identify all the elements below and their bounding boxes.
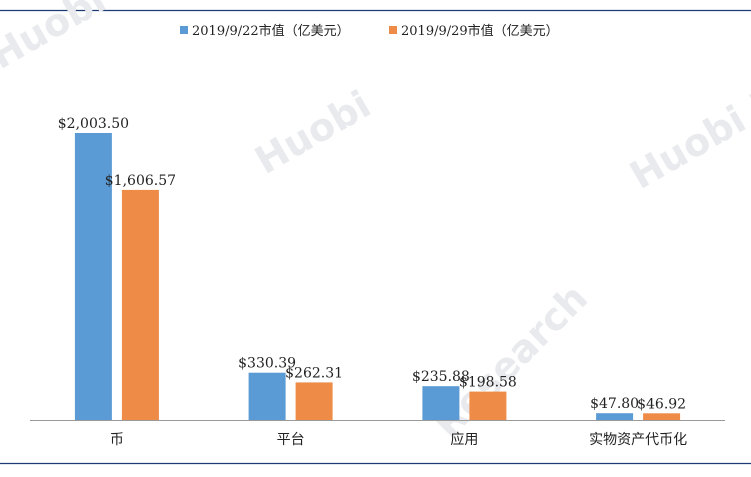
bars-layer bbox=[74, 133, 681, 420]
category-label-2: 平台 bbox=[277, 432, 305, 448]
bar-series-2-cat-4 bbox=[643, 413, 681, 420]
bar-series-1-cat-3 bbox=[422, 386, 460, 420]
data-label-series-2-cat-3: $198.58 bbox=[459, 375, 517, 391]
bar-series-1-cat-4 bbox=[596, 413, 634, 420]
bar-series-2-cat-1 bbox=[121, 189, 159, 420]
bar-series-1-cat-1 bbox=[74, 133, 112, 420]
bar-series-1-cat-2 bbox=[248, 372, 286, 420]
watermark-text-2: Huobi bbox=[248, 82, 378, 183]
legend: 2019/9/22市值（亿美元） 2019/9/29市值（亿美元） bbox=[180, 23, 559, 39]
data-label-series-2-cat-4: $46.92 bbox=[637, 396, 686, 412]
watermark-text-4: Huobi Research bbox=[623, 0, 751, 198]
bar-series-2-cat-3 bbox=[469, 391, 507, 420]
legend-label-series-1: 2019/9/22市值（亿美元） bbox=[192, 23, 350, 39]
data-label-series-1-cat-2: $330.39 bbox=[238, 356, 296, 372]
data-label-series-2-cat-1: $1,606.57 bbox=[105, 173, 176, 189]
category-label-4: 实物资产代币化 bbox=[589, 432, 687, 448]
bar-series-2-cat-2 bbox=[295, 382, 333, 420]
watermark-group: Huobi Research Huobi Research Huobi Rese… bbox=[0, 0, 751, 446]
category-label-3: 应用 bbox=[450, 431, 478, 448]
data-labels-layer: $2,003.50$1,606.57$330.39$262.31 $235.88$… bbox=[58, 116, 686, 412]
category-label-1: 币 bbox=[110, 432, 124, 448]
data-label-series-2-cat-2: $262.31 bbox=[285, 365, 343, 381]
data-label-series-1-cat-4: $47.80 bbox=[590, 396, 639, 412]
data-label-series-1-cat-1: $2,003.50 bbox=[58, 116, 129, 132]
legend-swatch-series-2 bbox=[389, 26, 397, 34]
legend-label-series-2: 2019/9/29市值（亿美元） bbox=[401, 23, 559, 39]
legend-swatch-series-1 bbox=[180, 26, 188, 34]
category-labels-layer: 币 平台 应用 实物资产代币化 bbox=[110, 431, 687, 448]
data-label-series-1-cat-3: $235.88 bbox=[412, 369, 470, 385]
